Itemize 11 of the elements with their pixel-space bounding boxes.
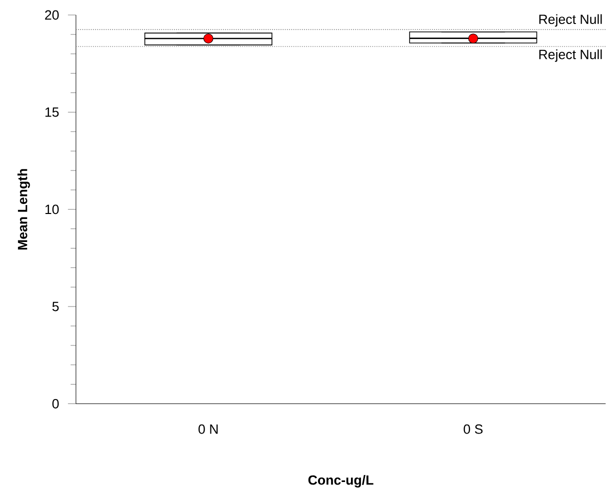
x-axis-title: Conc-ug/L [308, 475, 374, 488]
y-tick-label: 20 [45, 10, 59, 20]
y-tick-label: 10 [45, 204, 59, 214]
y-tick-label: 5 [52, 302, 59, 312]
y-axis-title: Mean Length [17, 169, 30, 250]
x-tick-label: 0 S [464, 424, 483, 434]
ref-line-label: Reject Null [539, 14, 602, 27]
y-tick-label: 0 [52, 399, 59, 408]
ref-line-label: Reject Null [539, 49, 602, 62]
x-tick-label: 0 N [198, 424, 218, 434]
y-tick-label: 15 [45, 108, 59, 117]
